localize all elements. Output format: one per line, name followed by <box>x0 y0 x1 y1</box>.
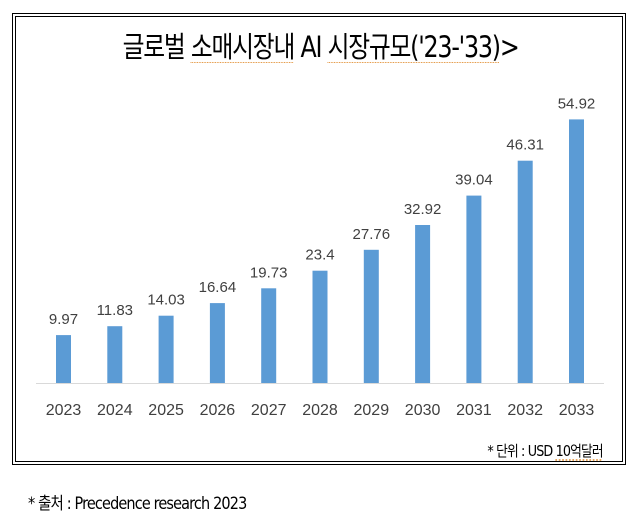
bar-2033 <box>569 119 584 384</box>
x-tick-labels-group: 2023 2024 2025 2026 2027 2028 2029 2030 2031 2032… <box>46 402 595 419</box>
value-label-2026: 16.64 <box>199 279 237 296</box>
x-tick-label-2025: 2025 <box>148 402 184 419</box>
x-tick-label-2032: 2032 <box>507 402 543 419</box>
value-label-2028: 23.4 <box>305 247 334 264</box>
chart-title: 글로벌 소매시장내 AI 시장규모('23-'33)> <box>59 24 581 66</box>
bar-2028 <box>312 270 328 383</box>
x-tick-label-2031: 2031 <box>456 402 492 419</box>
bar-2025 <box>158 315 174 383</box>
chart-frame-outer <box>12 13 626 465</box>
value-label-2033: 54.92 <box>558 95 596 112</box>
value-label-2025: 14.03 <box>147 292 185 309</box>
title-underlined-1: 소매시장내 <box>190 30 295 64</box>
value-label-2024: 11.83 <box>97 302 133 319</box>
value-label-2030: 32.92 <box>404 201 442 218</box>
title-prefix: 글로벌 <box>122 30 191 64</box>
title-middle: AI <box>294 30 328 64</box>
x-tick-label-2023: 2023 <box>46 402 82 419</box>
bar-2032 <box>517 160 533 383</box>
unit-note: * 단위 : USD 10억달러 <box>487 440 604 461</box>
unit-note-prefix: * 단위 : USD <box>487 442 556 460</box>
bar-2024 <box>107 326 123 383</box>
value-label-2029: 27.76 <box>353 226 391 243</box>
x-tick-label-2026: 2026 <box>200 402 236 419</box>
bar-2027 <box>261 288 277 383</box>
bar-2029 <box>363 249 379 383</box>
x-tick-label-2027: 2027 <box>251 402 287 419</box>
x-tick-label-2024: 2024 <box>97 402 133 419</box>
x-tick-label-2030: 2030 <box>405 402 441 419</box>
chart-frame-inner <box>15 16 623 462</box>
x-tick-label-2033: 2033 <box>559 402 595 419</box>
unit-note-underlined: 10억달러 <box>555 442 604 460</box>
bar-2030 <box>415 225 431 383</box>
title-underlined-2: 시장규모('23-'33) <box>327 30 501 64</box>
title-suffix: > <box>499 30 520 64</box>
bar-2031 <box>466 195 482 383</box>
value-label-2023: 9.97 <box>49 311 78 328</box>
bar-2023 <box>56 335 71 383</box>
value-label-2031: 39.04 <box>455 172 493 189</box>
value-label-2027: 19.73 <box>250 264 288 281</box>
source-footnote: * 출처 : Precedence research 2023 <box>28 494 247 514</box>
bar-2026 <box>209 303 225 383</box>
x-tick-label-2028: 2028 <box>302 402 338 419</box>
value-labels-group: 9.97 11.83 14.03 16.64 19.73 23.4 27.76 32.92 39… <box>49 95 595 328</box>
bars-group <box>56 119 584 384</box>
x-tick-label-2029: 2029 <box>354 402 390 419</box>
value-label-2032: 46.31 <box>506 137 544 154</box>
